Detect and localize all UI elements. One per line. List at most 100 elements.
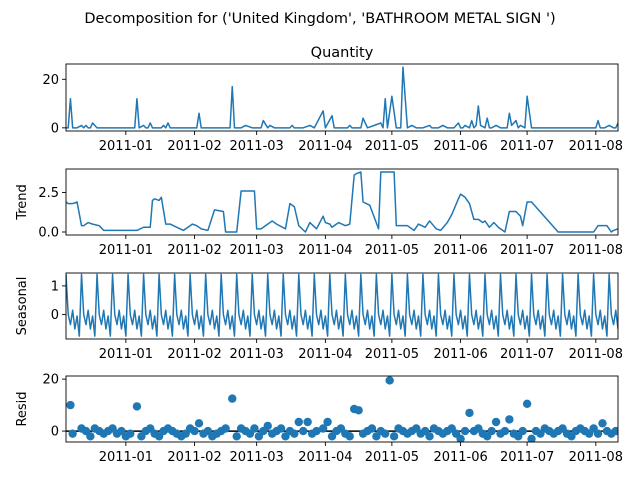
resid-point	[221, 424, 230, 433]
resid-point	[194, 419, 204, 428]
resid-point	[132, 402, 142, 411]
resid-point	[323, 417, 332, 427]
resid-point	[456, 434, 465, 442]
seasonal-ytick-label: 1	[51, 279, 59, 294]
resid-xtick-label: 2011-08	[569, 450, 623, 465]
resid-point	[345, 432, 354, 441]
resid-xtick-label: 2011-02	[167, 450, 221, 465]
quantity-xtick-label: 2011-01	[99, 139, 153, 154]
resid-xtick-label: 2011-03	[229, 450, 283, 465]
resid-point	[276, 424, 286, 433]
resid-point	[318, 424, 328, 433]
resid-point	[303, 417, 312, 427]
seasonal-xtick-label: 2011-02	[167, 347, 221, 362]
trend-panel: 0.0 2.5 2011-01 2011-02 2011-03 2011-04 2011-0…	[15, 168, 623, 258]
trend-ytick-label: 2.5	[38, 186, 59, 201]
resid-point	[290, 429, 299, 438]
quantity-axes-frame	[65, 63, 619, 132]
resid-xtick-label: 2011-06	[433, 450, 487, 465]
resid-point	[66, 400, 75, 410]
resid-point	[505, 415, 514, 424]
resid-xtick-label: 2011-05	[365, 450, 419, 465]
resid-point	[86, 432, 95, 441]
seasonal-xtick-label: 2011-01	[99, 347, 153, 362]
seasonal-xtick-label: 2011-06	[433, 347, 487, 362]
resid-point	[68, 429, 77, 438]
trend-series-line	[66, 171, 618, 233]
resid-point	[190, 426, 199, 436]
resid-point	[611, 426, 618, 436]
quantity-xtick-label: 2011-08	[569, 139, 623, 154]
resid-point	[126, 429, 135, 438]
resid-point	[487, 426, 496, 436]
resid-xtick-label: 2011-01	[99, 450, 153, 465]
resid-point	[527, 434, 536, 442]
resid-point	[522, 399, 532, 409]
seasonal-axes-frame	[65, 272, 619, 340]
resid-point	[232, 432, 241, 441]
seasonal-plot-area	[66, 273, 618, 337]
resid-point	[312, 426, 321, 436]
resid-point	[465, 408, 474, 418]
quantity-xtick-label: 2011-03	[229, 139, 283, 154]
trend-xtick-label: 2011-04	[298, 243, 352, 258]
resid-ylabel: Resid	[15, 391, 30, 426]
trend-ytick-label: 0.0	[38, 226, 59, 241]
resid-point	[381, 429, 390, 438]
resid-point	[250, 424, 259, 433]
resid-ytick-label: 20	[42, 373, 59, 388]
trend-xtick-label: 2011-03	[229, 243, 283, 258]
quantity-xtick-label: 2011-07	[500, 139, 554, 154]
resid-point	[228, 394, 237, 403]
resid-xtick-label: 2011-04	[298, 450, 352, 465]
seasonal-ytick-label: 0	[51, 308, 59, 323]
quantity-plot-area	[66, 66, 618, 129]
trend-ylabel: Trend	[15, 184, 30, 221]
resid-xtick-label: 2011-07	[500, 450, 554, 465]
seasonal-ylabel: Seasonal	[15, 277, 30, 336]
resid-point	[491, 417, 501, 427]
resid-point	[299, 426, 308, 436]
quantity-ytick-label: 20	[42, 73, 59, 88]
seasonal-xtick-label: 2011-04	[298, 347, 352, 362]
resid-point	[518, 426, 527, 436]
resid-point	[460, 426, 470, 436]
trend-plot-area	[66, 171, 618, 233]
trend-xtick-label: 2011-02	[167, 243, 221, 258]
resid-point	[367, 424, 377, 433]
resid-point	[500, 426, 510, 436]
resid-point	[593, 429, 603, 438]
resid-ytick-label: 0	[51, 425, 59, 440]
seasonal-xtick-label: 2011-05	[365, 347, 419, 362]
seasonal-xtick-label: 2011-07	[500, 347, 554, 362]
panels-group: 0 20 2011-01 2011-02 2011-03 2011-04 2011-05 20…	[15, 45, 623, 465]
quantity-xtick-label: 2011-05	[365, 139, 419, 154]
quantity-ytick-label: 0	[51, 121, 59, 136]
resid-axes-frame	[65, 375, 619, 443]
trend-xtick-label: 2011-01	[99, 243, 153, 258]
quantity-xtick-label: 2011-04	[298, 139, 352, 154]
resid-point	[385, 376, 394, 385]
resid-plot-area	[66, 376, 618, 442]
trend-xtick-label: 2011-08	[569, 243, 623, 258]
figure-suptitle: Decomposition for ('United Kingdom', 'BA…	[84, 11, 555, 27]
seasonal-xtick-label: 2011-03	[229, 347, 283, 362]
trend-axes-frame	[65, 168, 619, 236]
quantity-xtick-label: 2011-02	[167, 139, 221, 154]
quantity-title: Quantity	[311, 45, 374, 61]
resid-point	[263, 421, 272, 431]
seasonal-panel: 0 1 2011-01 2011-02 2011-03 2011-04 2011-05 201…	[15, 272, 623, 362]
resid-panel: 0 20 2011-01 2011-02 2011-03 2011-04 2011-05 20…	[15, 373, 623, 465]
resid-point	[294, 417, 303, 427]
quantity-xtick-label: 2011-06	[433, 139, 487, 154]
trend-xtick-label: 2011-05	[365, 243, 419, 258]
resid-point	[354, 406, 363, 415]
seasonal-series-line	[66, 273, 618, 337]
resid-point	[389, 432, 399, 441]
trend-xtick-label: 2011-06	[433, 243, 487, 258]
seasonal-xtick-label: 2011-08	[569, 347, 623, 362]
resid-point	[598, 419, 607, 428]
trend-xtick-label: 2011-07	[500, 243, 554, 258]
quantity-panel: 0 20 2011-01 2011-02 2011-03 2011-04 2011-05 20…	[42, 45, 623, 154]
